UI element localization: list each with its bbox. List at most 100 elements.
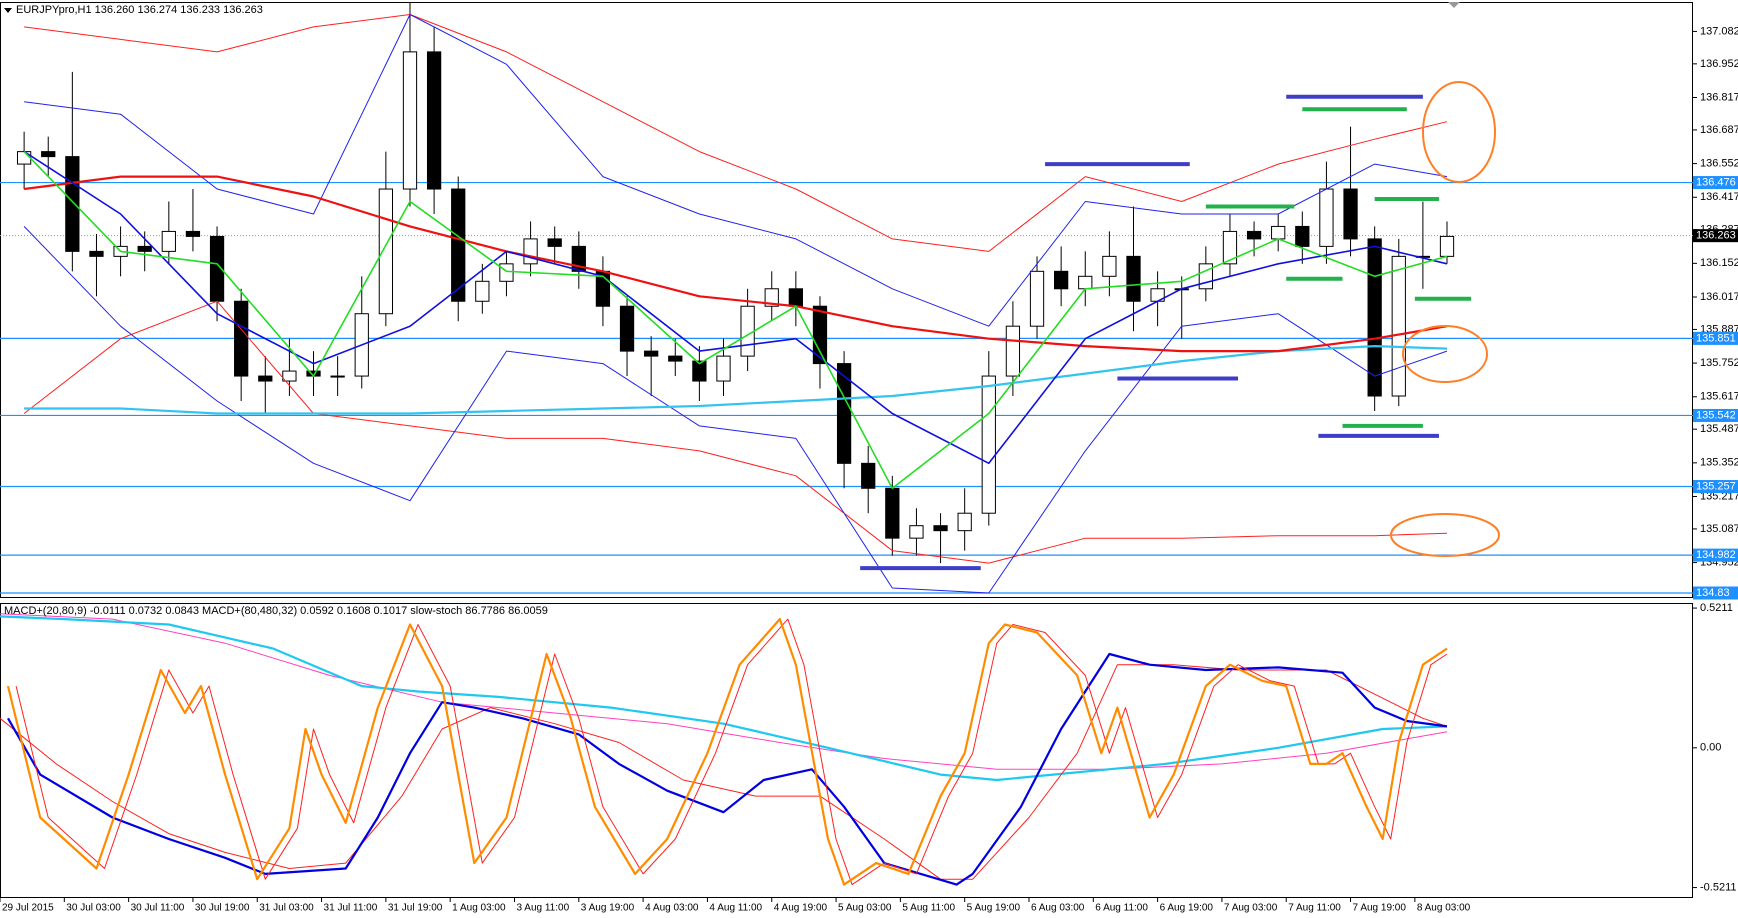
y-tick-label: 136.017	[1700, 291, 1738, 303]
candle-body	[258, 375, 273, 382]
candle-body	[788, 288, 803, 307]
candle-body	[1391, 255, 1406, 397]
candle-body	[234, 300, 249, 377]
candle-body	[764, 288, 779, 307]
x-tick-label: 3 Aug 11:00	[516, 903, 569, 914]
candle-body	[1102, 255, 1117, 277]
indicator-line	[0, 615, 1448, 782]
candle-body	[644, 350, 659, 357]
candle-body	[402, 51, 418, 190]
annotations	[1390, 81, 1500, 557]
candle-body	[1246, 230, 1262, 240]
indicator-line	[0, 613, 1448, 770]
x-tick-label: 7 Aug 19:00	[1353, 903, 1407, 914]
y-tick-label: 135.487	[1700, 423, 1738, 435]
level-label-box	[1693, 408, 1738, 422]
x-tick-label: 3 Aug 19:00	[581, 903, 635, 914]
candle-body	[1319, 188, 1334, 247]
indicator-line	[23, 300, 1448, 564]
candle-body	[1198, 263, 1213, 290]
candle-body	[716, 355, 731, 382]
x-tick-label: 6 Aug 03:00	[1031, 903, 1085, 914]
indicator-line	[6, 618, 1448, 886]
candle-body	[499, 263, 514, 282]
y-tick-label: 135.752	[1700, 357, 1738, 369]
candle-body	[812, 305, 828, 365]
x-tick-label: 31 Jul 03:00	[259, 903, 314, 914]
y-tick-label: 135.352	[1700, 457, 1738, 469]
x-tick-label: 7 Aug 11:00	[1288, 903, 1341, 914]
x-tick-label: 31 Jul 19:00	[388, 903, 443, 914]
x-tick-label: 6 Aug 11:00	[1095, 903, 1148, 914]
indicator-line	[7, 652, 1448, 886]
candle-body	[1367, 238, 1382, 397]
indicator-title: MACD+(20,80,9) -0.0111 0.0732 0.0843 MAC…	[4, 605, 548, 617]
candle-body	[41, 151, 56, 158]
indicator-line	[15, 618, 1448, 886]
x-tick-label: 5 Aug 19:00	[967, 903, 1021, 914]
x-tick-label: 4 Aug 03:00	[645, 903, 699, 914]
y-tick-label: 135.617	[1700, 391, 1738, 403]
level-label-box	[1693, 331, 1738, 345]
candle-body	[89, 250, 104, 257]
y-tick-label: 136.417	[1700, 191, 1738, 203]
candle-body	[692, 360, 707, 382]
x-tick-label: 8 Aug 03:00	[1417, 903, 1471, 914]
x-tick-label: 5 Aug 03:00	[838, 903, 892, 914]
y-tick-label: 135.087	[1700, 523, 1738, 535]
candle-body	[451, 188, 466, 302]
candle-body	[957, 512, 972, 532]
candle-body	[330, 375, 345, 378]
candle-body	[861, 462, 876, 489]
candle-body	[1271, 225, 1286, 240]
menu-arrow[interactable]	[4, 8, 12, 13]
candle-body	[161, 230, 176, 252]
y-tick-label: 136.687	[1700, 124, 1738, 136]
indicator-line	[24, 14, 1448, 327]
last-price-box	[1693, 229, 1738, 243]
candle-body	[836, 363, 852, 464]
level-label: 134.982	[1696, 549, 1736, 561]
candle-body	[475, 280, 490, 302]
x-tick-label: 30 Jul 19:00	[195, 903, 250, 914]
chart-title: EURJPYpro,H1 136.260 136.274 136.233 136…	[16, 4, 263, 16]
level-label-box	[1693, 176, 1738, 190]
candle-body	[1029, 270, 1045, 327]
x-tick-label: 4 Aug 19:00	[774, 903, 828, 914]
y-tick-label: 136.552	[1700, 157, 1738, 169]
y-tick-label: 137.082	[1700, 25, 1738, 37]
level-label: 136.476	[1696, 176, 1736, 188]
candle-body	[1439, 235, 1455, 257]
candle-body	[378, 188, 394, 315]
indicator-line	[23, 226, 1448, 594]
x-tick-label: 29 Jul 2015	[2, 903, 54, 914]
candle-body	[1222, 230, 1238, 265]
candle-body	[65, 156, 80, 252]
candle-body	[1126, 255, 1141, 302]
candle-body	[426, 51, 442, 190]
candle-body	[933, 525, 948, 532]
price-panel	[0, 2, 1693, 598]
indicator-line	[0, 664, 1448, 880]
candle-body	[981, 375, 996, 514]
candle-body	[1078, 275, 1093, 290]
indicator-line	[23, 151, 1448, 490]
level-label: 135.851	[1696, 332, 1736, 344]
candle-body	[1295, 225, 1310, 247]
x-tick-label: 7 Aug 03:00	[1224, 903, 1278, 914]
candle-body	[1343, 188, 1358, 240]
x-tick-label: 31 Jul 11:00	[324, 903, 378, 914]
y-tick-label: 0.5211	[1700, 602, 1733, 614]
candle-body	[547, 238, 562, 247]
x-tick-label: 1 Aug 03:00	[452, 903, 506, 914]
y-tick-label: 136.952	[1700, 58, 1738, 70]
candle-body	[282, 370, 297, 382]
candle-body	[740, 305, 755, 357]
y-tick-label: 136.817	[1700, 91, 1738, 103]
level-label-box	[1693, 548, 1738, 562]
indicator-line	[23, 150, 1448, 465]
price-plot	[0, 2, 1693, 594]
indicator-line	[23, 175, 1448, 353]
